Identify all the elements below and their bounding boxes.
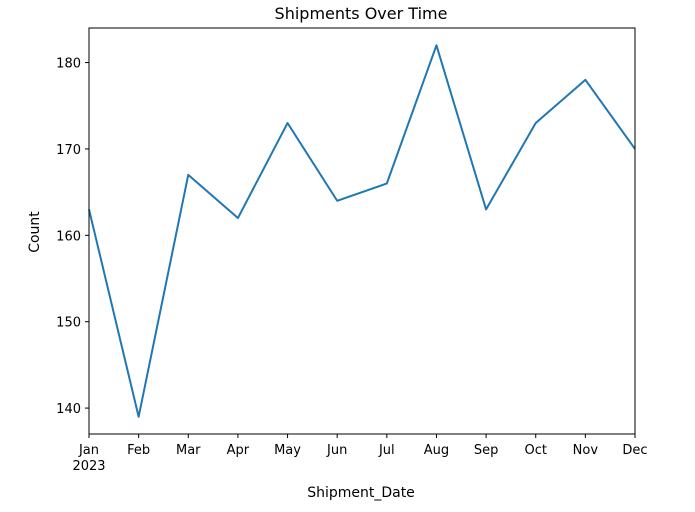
y-tick-label: 180 <box>56 57 81 72</box>
x-tick-year-label: 2023 <box>72 459 105 474</box>
chart-title: Shipments Over Time <box>275 4 448 23</box>
x-tick-label-jun: Jun <box>326 443 347 458</box>
x-tick-label-aug: Aug <box>424 443 449 458</box>
x-tick-label-mar: Mar <box>176 443 201 458</box>
x-tick-label-may: May <box>274 443 301 458</box>
y-axis-label: Count <box>27 211 43 253</box>
y-tick-label: 160 <box>56 229 81 244</box>
series-line-0 <box>89 45 635 416</box>
x-tick-label-jul: Jul <box>378 443 395 458</box>
plot-area: 140 150 160 170 180 Jan Feb Mar Apr May Jun Jul Aug S… <box>56 28 647 474</box>
x-axis-label: Shipment_Date <box>307 485 415 501</box>
y-tick-label: 170 <box>56 143 81 158</box>
x-tick-label-feb: Feb <box>127 443 150 458</box>
x-tick-label-dec: Dec <box>622 443 647 458</box>
x-tick-label-jan: Jan <box>78 443 99 458</box>
y-tick-label: 140 <box>56 402 81 417</box>
plot-frame <box>89 28 635 434</box>
x-tick-label-oct: Oct <box>524 443 546 458</box>
x-tick-label-apr: Apr <box>227 443 250 458</box>
y-tick-label: 150 <box>56 316 81 331</box>
x-tick-label-nov: Nov <box>573 443 599 458</box>
x-tick-label-sep: Sep <box>474 443 499 458</box>
